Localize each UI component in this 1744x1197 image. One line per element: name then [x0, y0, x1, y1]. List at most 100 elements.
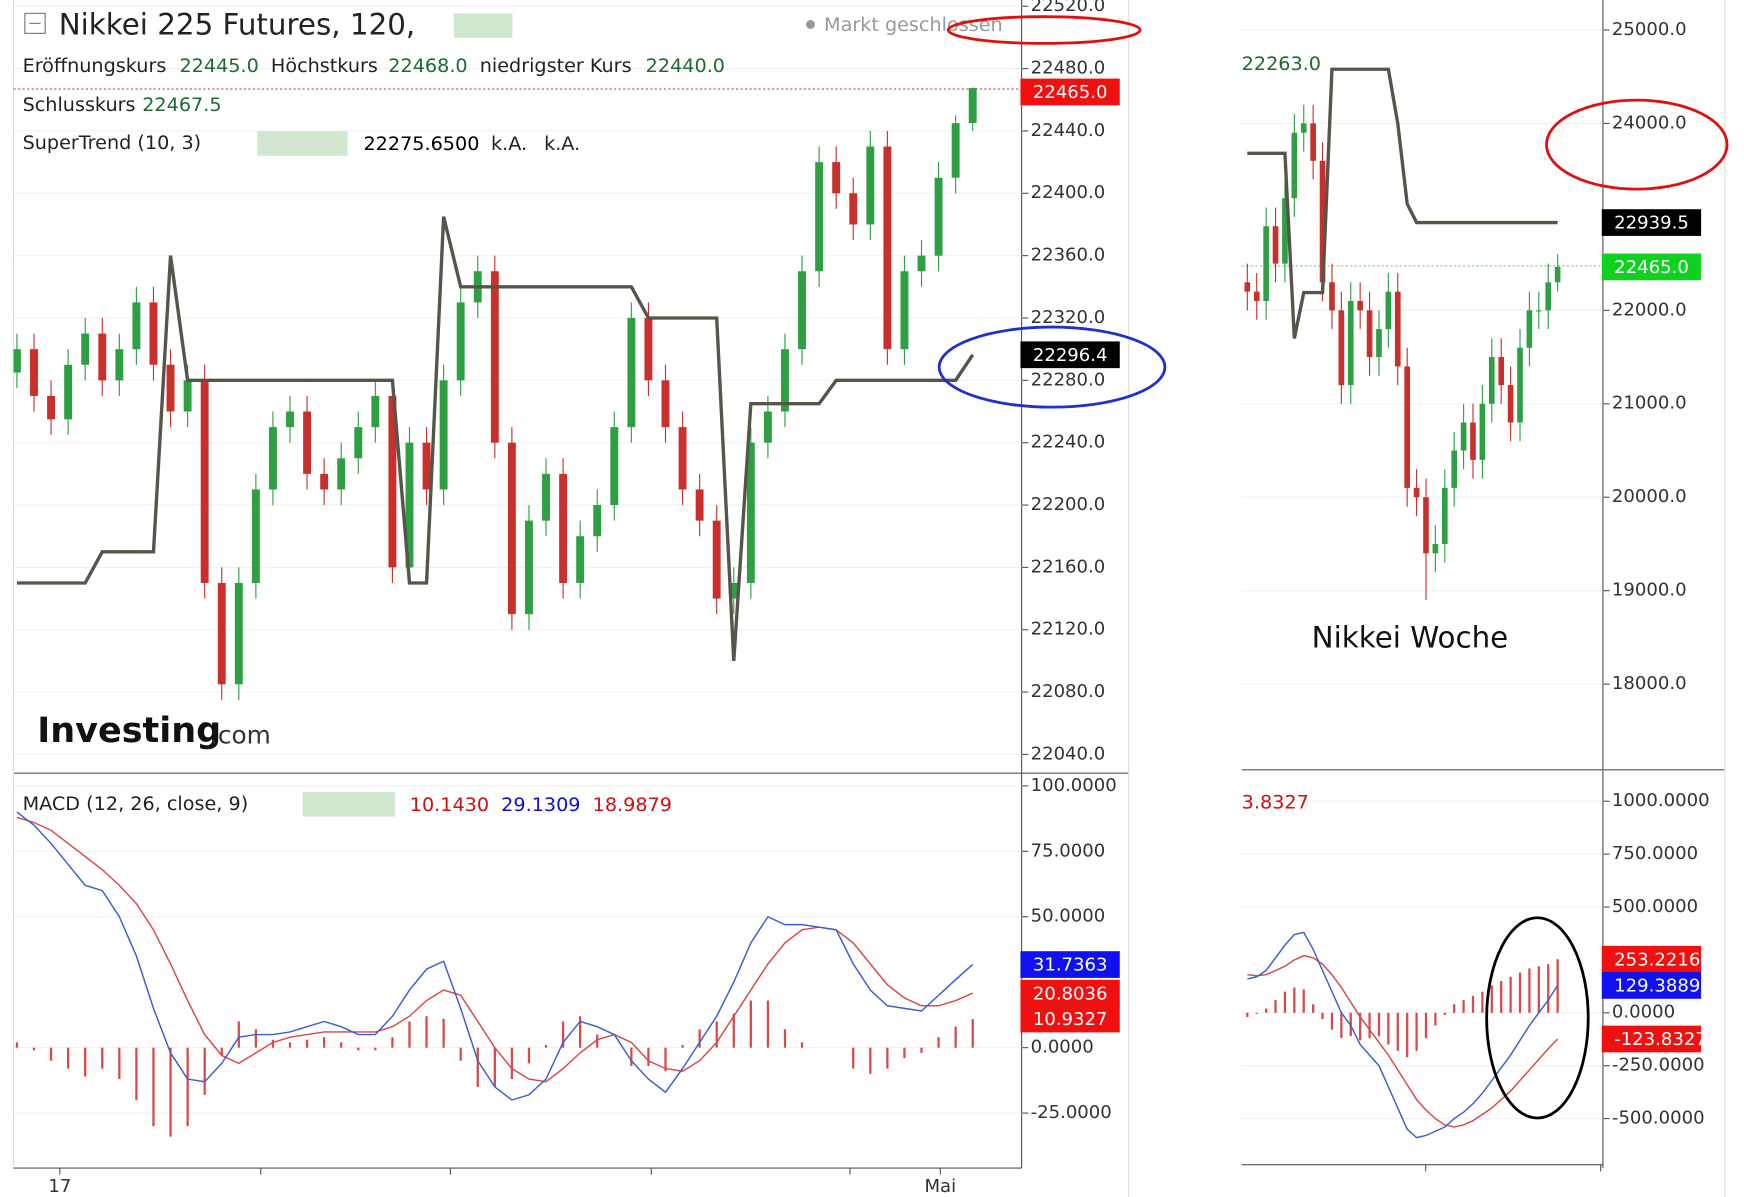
- candle-body: [1498, 357, 1505, 386]
- candle-body: [1394, 291, 1401, 367]
- histogram-bar: [1368, 1012, 1371, 1039]
- histogram-bar: [698, 1029, 701, 1048]
- histogram-bar: [937, 1037, 940, 1048]
- candle-body: [1413, 487, 1420, 498]
- candle-body: [1423, 497, 1429, 554]
- histogram-bar: [527, 1047, 531, 1064]
- logo: Investing: [37, 711, 221, 751]
- histogram-bar: [1443, 1012, 1446, 1015]
- supertrend-buttons[interactable]: [257, 131, 348, 156]
- logo-suffix: .com: [210, 721, 271, 750]
- y-tick-label: 22240.0: [1031, 432, 1106, 453]
- candle-body: [422, 442, 431, 490]
- histogram-bar: [1528, 968, 1531, 1013]
- macd-label: MACD (12, 26, close, 9): [23, 793, 249, 815]
- grid: [1241, 29, 1603, 685]
- candle-body: [661, 380, 670, 428]
- histogram-bar: [1424, 1012, 1428, 1039]
- y-tick-label: 22480.0: [1031, 58, 1106, 79]
- histogram-bar: [288, 1042, 292, 1048]
- histogram-bar: [84, 1047, 87, 1077]
- annotations: [937, 15, 1729, 1120]
- histogram-bar: [203, 1047, 206, 1095]
- price-tag: [1020, 78, 1120, 106]
- histogram-bar: [869, 1047, 872, 1074]
- histogram-bar: [305, 1039, 309, 1048]
- histogram-bar: [476, 1047, 479, 1087]
- candle-body: [576, 536, 585, 583]
- candle-body: [1404, 366, 1410, 488]
- plot-area: [1244, 67, 1561, 601]
- candle-body: [490, 271, 499, 443]
- candle-body: [763, 411, 772, 443]
- price-tag-label: 22939.5: [1614, 213, 1689, 234]
- collapse-icon[interactable]: [24, 12, 46, 34]
- histogram-bar: [323, 1037, 326, 1048]
- candle-body: [781, 349, 789, 412]
- histogram-bar: [630, 1047, 633, 1066]
- title-buttons[interactable]: [453, 13, 513, 38]
- candle-body: [1310, 123, 1316, 161]
- y-tick-label: 22440.0: [1031, 120, 1106, 141]
- candle-body: [268, 427, 277, 490]
- candle-body: [149, 302, 158, 365]
- candle-body: [115, 349, 124, 381]
- supertrend-label: SuperTrend (10, 3): [23, 132, 202, 154]
- price-tag-label: 10.9327: [1033, 1009, 1108, 1030]
- y-tick-label: -250.0000: [1612, 1055, 1705, 1076]
- histogram-bar: [886, 1047, 889, 1069]
- price-tag-label: 20.8036: [1033, 983, 1108, 1004]
- price-tag: [1020, 1005, 1120, 1033]
- candle-body: [695, 489, 704, 521]
- y-tick-label: 19000.0: [1612, 580, 1687, 601]
- candle-body: [456, 302, 465, 381]
- histogram-bar: [152, 1047, 155, 1127]
- candle-body: [234, 582, 243, 685]
- price-tag: [1601, 1025, 1702, 1053]
- y-tick-label: 22120.0: [1031, 619, 1106, 640]
- macd-line: [1247, 931, 1559, 1139]
- candle-body: [593, 505, 602, 537]
- histogram-bar: [1359, 1012, 1362, 1041]
- price-tag-label: 22296.4: [1033, 345, 1108, 366]
- candle-body: [30, 349, 38, 396]
- candle-body: [13, 349, 21, 373]
- histogram-bar: [954, 1026, 957, 1048]
- candle-body: [1347, 300, 1354, 386]
- histogram-bar: [408, 1021, 411, 1048]
- candle-body: [1263, 226, 1269, 301]
- histogram-bar: [766, 1000, 770, 1048]
- candle-body: [1272, 226, 1279, 264]
- candle-body: [900, 271, 909, 350]
- open-value: 22445.0: [179, 55, 258, 77]
- candle-body: [525, 520, 533, 615]
- histogram-bar: [715, 1021, 718, 1048]
- histogram-bar: [425, 1016, 428, 1048]
- header: Nikkei 225 Futures, 120, Markt geschloss…: [23, 8, 1509, 1197]
- histogram-bar: [596, 1034, 599, 1048]
- high-value: 22468.0: [388, 55, 467, 77]
- candle-body: [1300, 123, 1307, 133]
- candle-body: [610, 427, 619, 506]
- price-tag-label: 253.2216: [1614, 949, 1700, 970]
- candle-body: [678, 427, 687, 490]
- histogram-bar: [647, 1047, 650, 1066]
- histogram-bar: [254, 1029, 258, 1048]
- y-tick-label: 750.0000: [1612, 843, 1698, 864]
- weekly-label: 22263.0: [1242, 53, 1321, 75]
- histogram-bar: [1537, 966, 1540, 1013]
- histogram-bar: [1283, 991, 1287, 1013]
- macd-value: 18.9879: [593, 794, 672, 816]
- candle-body: [132, 302, 141, 350]
- candle-body: [1357, 300, 1363, 311]
- x-tick-label: Mai: [924, 1176, 956, 1197]
- price-tag: [1601, 209, 1702, 236]
- candle-body: [388, 395, 397, 568]
- na: k.A.: [544, 133, 580, 155]
- histogram-bar: [169, 1047, 172, 1137]
- macd-buttons[interactable]: [302, 792, 396, 817]
- candle-body: [1366, 310, 1373, 358]
- price-tag-label: 22465.0: [1033, 82, 1108, 103]
- histogram-bar: [1274, 1000, 1277, 1013]
